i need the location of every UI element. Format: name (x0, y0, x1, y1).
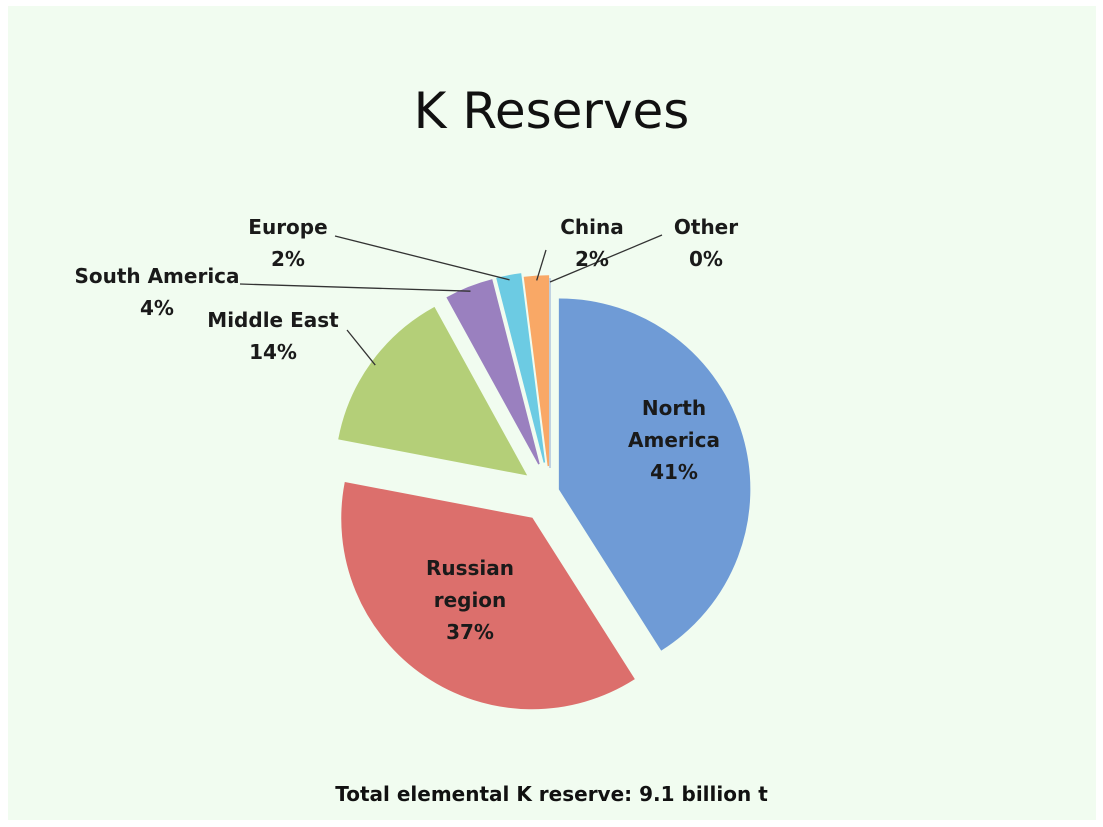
pie-slice (341, 481, 635, 710)
leader-line (549, 234, 663, 283)
leader-line (334, 235, 510, 281)
pie-slice (523, 275, 550, 467)
pie-slice (558, 298, 751, 651)
pie-slice (496, 273, 546, 463)
leader-line (346, 329, 376, 366)
data-label: North America 41% (619, 392, 729, 488)
slice-name: Europe (248, 215, 328, 239)
data-label: Russian region 37% (415, 552, 525, 648)
pie-slice (338, 306, 528, 476)
data-label: Other 0% (656, 211, 756, 275)
data-label: China 2% (542, 211, 642, 275)
slice-name: Russian region (425, 556, 515, 612)
annotation: Total elemental K reserve: 9.1 billion t (335, 782, 768, 806)
slice-value: 41% (650, 460, 698, 484)
slice-value: 2% (271, 247, 305, 271)
data-label: Middle East 14% (173, 304, 373, 368)
slice-name: China (560, 215, 624, 239)
leader-line (536, 249, 547, 281)
slice-value: 2% (575, 247, 609, 271)
slice-value: 37% (446, 620, 494, 644)
slice-value: 4% (140, 296, 174, 320)
slice-name: Other (673, 215, 739, 239)
data-label: Europe 2% (228, 211, 348, 275)
slice-name: Middle East (207, 308, 339, 332)
leader-line (239, 283, 471, 292)
pie-slice (446, 279, 540, 465)
chart-title: K Reserves (413, 82, 690, 140)
slice-value: 0% (689, 247, 723, 271)
data-label: South America 4% (57, 260, 257, 324)
slice-value: 14% (249, 340, 297, 364)
slice-name: North America (628, 396, 720, 452)
slice-name: South America (74, 264, 240, 288)
